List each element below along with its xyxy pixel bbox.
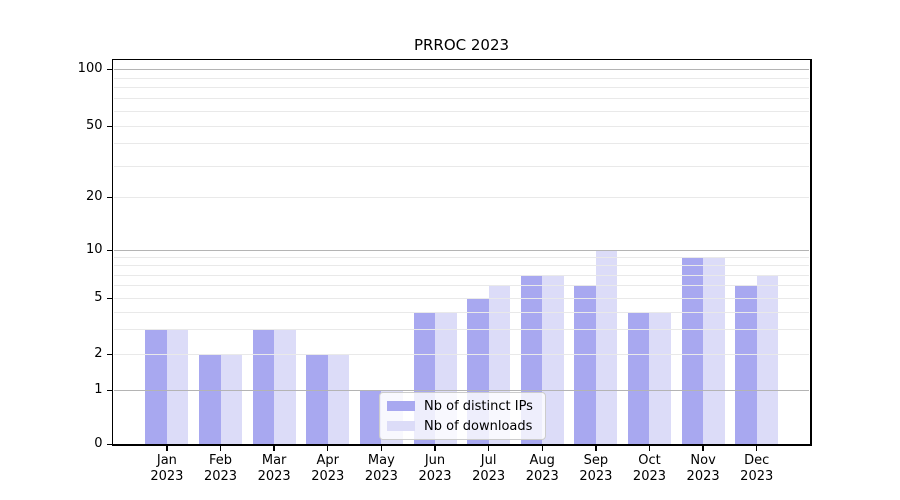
y-tick-100	[106, 69, 112, 71]
y-tick-label-5: 5	[94, 290, 103, 305]
legend-swatch-downloads	[387, 421, 415, 431]
x-tick-label-mar: Mar 2023	[257, 453, 291, 484]
minor-gridline-50	[114, 126, 809, 127]
minor-gridline-70	[114, 98, 809, 99]
y-tick-label-0: 0	[94, 436, 103, 451]
y-tick-10	[106, 250, 112, 252]
x-tick-apr	[327, 445, 329, 451]
x-tick-jun	[434, 445, 436, 451]
x-tick-label-feb: Feb 2023	[203, 453, 238, 484]
major-gridline-10	[114, 250, 809, 251]
top-spine	[111, 58, 812, 60]
x-tick-label-may: May 2023	[364, 453, 398, 484]
bar-downloads-aug	[542, 274, 564, 444]
x-axis-spine	[111, 444, 812, 446]
x-tick-feb	[219, 445, 222, 451]
major-gridline-1	[114, 390, 809, 391]
legend: Nb of distinct IPs Nb of downloads	[379, 392, 546, 440]
x-tick-label-nov: Nov 2023	[686, 453, 720, 484]
y-tick-0	[106, 444, 112, 446]
x-tick-aug	[541, 445, 543, 451]
major-gridline-100	[114, 69, 809, 70]
bar-downloads-dec	[756, 274, 779, 444]
x-tick-label-apr: Apr 2023	[311, 453, 345, 484]
y-tick-label-100: 100	[77, 61, 103, 76]
bar-distinct-ips-oct	[627, 311, 650, 444]
y-tick-label-1: 1	[94, 382, 103, 397]
minor-gridline-30	[114, 166, 809, 167]
minor-gridline-2	[114, 354, 809, 355]
bar-distinct-ips-jan	[145, 329, 167, 444]
x-tick-oct	[648, 445, 651, 451]
y-tick-label-20: 20	[85, 189, 103, 204]
bar-distinct-ips-may	[359, 390, 382, 444]
legend-label-downloads: Nb of downloads	[424, 418, 533, 434]
x-tick-label-aug: Aug 2023	[525, 453, 559, 484]
bar-downloads-mar	[274, 329, 296, 444]
minor-gridline-7	[114, 275, 809, 276]
x-tick-nov	[702, 445, 704, 451]
bar-distinct-ips-apr	[306, 354, 328, 444]
x-tick-jul	[487, 445, 490, 451]
bar-distinct-ips-nov	[681, 257, 704, 444]
minor-gridline-80	[114, 87, 809, 88]
legend-item-downloads: Nb of downloads	[387, 419, 538, 434]
y-tick-1	[106, 390, 112, 392]
y-tick-50	[106, 126, 112, 128]
y-tick-label-2: 2	[94, 346, 103, 361]
y-axis-spine	[111, 58, 113, 446]
bar-downloads-oct	[649, 311, 671, 444]
y-tick-label-50: 50	[85, 118, 103, 133]
legend-item-distinct-ips: Nb of distinct IPs	[387, 399, 538, 414]
x-tick-label-jan: Jan 2023	[150, 453, 184, 484]
x-tick-sep	[595, 445, 597, 451]
bar-downloads-jan	[166, 329, 189, 444]
bar-downloads-feb	[220, 354, 243, 444]
minor-gridline-6	[114, 285, 809, 286]
minor-gridline-60	[114, 111, 809, 112]
x-tick-dec	[756, 445, 758, 451]
bar-downloads-apr	[327, 354, 350, 444]
x-tick-label-jul: Jul 2023	[472, 453, 506, 484]
x-tick-label-sep: Sep 2023	[579, 453, 613, 484]
x-tick-label-jun: Jun 2023	[418, 453, 452, 484]
minor-gridline-3	[114, 329, 809, 330]
bar-distinct-ips-mar	[252, 329, 275, 444]
x-tick-jan	[166, 445, 168, 451]
right-spine	[810, 58, 812, 446]
x-tick-may	[380, 445, 383, 451]
y-tick-5	[106, 298, 112, 300]
bar-distinct-ips-feb	[199, 354, 221, 444]
y-tick-20	[106, 197, 112, 199]
x-tick-label-dec: Dec 2023	[740, 453, 774, 484]
chart-title: PRROC 2023	[413, 36, 510, 54]
minor-gridline-20	[114, 197, 809, 198]
legend-swatch-distinct-ips	[387, 401, 415, 411]
bar-distinct-ips-sep	[574, 285, 596, 444]
minor-gridline-9	[114, 257, 809, 258]
bar-downloads-sep	[595, 250, 618, 444]
x-tick-mar	[273, 445, 275, 451]
bar-distinct-ips-dec	[735, 285, 757, 444]
minor-gridline-8	[114, 265, 809, 266]
bar-downloads-nov	[703, 257, 725, 444]
legend-label-distinct-ips: Nb of distinct IPs	[424, 398, 533, 414]
y-tick-label-10: 10	[85, 242, 103, 257]
x-tick-label-oct: Oct 2023	[632, 453, 667, 484]
minor-gridline-5	[114, 298, 809, 299]
minor-gridline-40	[114, 143, 809, 144]
minor-gridline-90	[114, 78, 809, 79]
y-tick-2	[106, 354, 112, 356]
minor-gridline-4	[114, 312, 809, 313]
